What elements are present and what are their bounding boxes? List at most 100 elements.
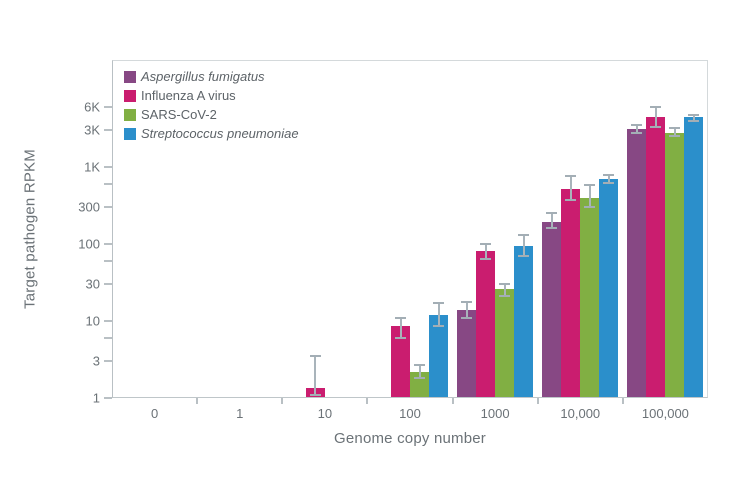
legend-item: Streptococcus pneumoniae bbox=[124, 126, 299, 141]
bar bbox=[665, 132, 685, 397]
legend-label: SARS-CoV-2 bbox=[141, 107, 217, 122]
error-bar-cap bbox=[518, 254, 530, 257]
error-bar-cap bbox=[669, 135, 681, 138]
y-tick bbox=[104, 165, 112, 168]
y-tick bbox=[104, 242, 112, 245]
error-bar-cap bbox=[688, 113, 700, 116]
error-bar-cap bbox=[584, 206, 596, 209]
y-tick bbox=[104, 106, 112, 109]
error-bar-cap bbox=[395, 337, 406, 340]
bar bbox=[684, 117, 704, 397]
bar bbox=[561, 188, 581, 397]
error-bar-cap bbox=[309, 393, 321, 396]
error-bar-cap bbox=[603, 173, 615, 176]
error-bar bbox=[437, 303, 440, 327]
y-tick bbox=[104, 129, 112, 132]
x-category-label: 1000 bbox=[480, 406, 510, 421]
y-tick-label: 1 bbox=[92, 390, 100, 406]
error-bar-cap bbox=[584, 184, 596, 187]
legend-swatch bbox=[124, 108, 136, 121]
error-bar-cap bbox=[631, 124, 643, 127]
x-category-label: 10 bbox=[317, 406, 333, 421]
error-bar-cap bbox=[414, 363, 425, 366]
legend: Aspergillus fumigatus Influenza A virus SA… bbox=[124, 69, 299, 141]
error-bar-cap bbox=[433, 325, 444, 328]
x-tick bbox=[621, 398, 624, 404]
error-bar bbox=[314, 356, 317, 395]
bar bbox=[580, 197, 600, 397]
error-bar-cap bbox=[414, 377, 425, 380]
legend-item: SARS-CoV-2 bbox=[124, 107, 299, 122]
error-bar-cap bbox=[461, 301, 473, 304]
bar bbox=[429, 314, 448, 397]
x-category-label: 0 bbox=[150, 406, 159, 421]
error-bar bbox=[484, 243, 487, 260]
x-tick bbox=[196, 398, 199, 404]
x-category-label: 1 bbox=[236, 406, 244, 421]
error-bar-cap bbox=[480, 242, 492, 245]
error-bar-cap bbox=[669, 127, 681, 130]
y-axis-title: Target pathogen RPKM bbox=[21, 149, 39, 309]
x-category-label: 10,000 bbox=[560, 406, 601, 421]
bar bbox=[514, 245, 534, 397]
bar bbox=[391, 326, 410, 397]
y-tick bbox=[104, 319, 112, 322]
error-bar-cap bbox=[433, 302, 444, 305]
y-tick bbox=[104, 183, 112, 186]
x-category-label: 100,000 bbox=[641, 406, 689, 421]
error-bar-cap bbox=[480, 258, 492, 261]
bar bbox=[476, 251, 496, 397]
y-tick bbox=[104, 337, 112, 340]
y-tick-label: 1K bbox=[84, 159, 100, 175]
legend-label: Streptococcus pneumoniae bbox=[141, 126, 299, 141]
error-bar bbox=[465, 302, 468, 318]
x-tick bbox=[366, 398, 369, 404]
error-bar bbox=[503, 284, 506, 297]
x-tick bbox=[451, 398, 454, 404]
legend-label: Influenza A virus bbox=[141, 88, 236, 103]
x-tick bbox=[281, 398, 284, 404]
error-bar bbox=[607, 174, 610, 183]
error-bar bbox=[569, 176, 572, 201]
error-bar bbox=[692, 114, 695, 121]
x-category-label: 100 bbox=[399, 406, 421, 421]
error-bar-cap bbox=[631, 131, 643, 134]
error-bar-cap bbox=[546, 227, 558, 230]
error-bar-cap bbox=[499, 295, 511, 298]
x-tick bbox=[536, 398, 539, 404]
error-bar-cap bbox=[518, 234, 530, 237]
error-bar-cap bbox=[395, 316, 406, 319]
y-tick-label: 30 bbox=[85, 276, 100, 292]
y-tick-label: 10 bbox=[85, 313, 100, 329]
error-bar bbox=[399, 317, 402, 339]
y-tick bbox=[104, 397, 112, 399]
error-bar bbox=[673, 128, 676, 137]
y-tick bbox=[104, 206, 112, 209]
error-bar bbox=[550, 213, 553, 229]
bar bbox=[599, 178, 619, 397]
bar bbox=[457, 309, 477, 397]
bar bbox=[646, 117, 666, 397]
y-tick-label: 3K bbox=[84, 122, 100, 138]
y-tick bbox=[104, 283, 112, 286]
legend-swatch bbox=[124, 89, 136, 102]
error-bar bbox=[418, 364, 421, 379]
error-bar-cap bbox=[546, 212, 558, 215]
error-bar-cap bbox=[650, 126, 662, 129]
error-bar bbox=[588, 185, 591, 208]
error-bar bbox=[654, 107, 657, 128]
legend-item: Influenza A virus bbox=[124, 88, 299, 103]
error-bar-cap bbox=[650, 106, 662, 109]
y-tick-label: 100 bbox=[78, 236, 100, 252]
y-tick bbox=[104, 260, 112, 263]
error-bar-cap bbox=[309, 355, 321, 358]
x-axis-title: Genome copy number bbox=[333, 430, 487, 447]
error-bar-cap bbox=[603, 181, 615, 184]
y-tick-label: 6K bbox=[84, 99, 100, 115]
bar bbox=[627, 129, 647, 397]
legend-swatch bbox=[124, 70, 136, 83]
bar bbox=[542, 221, 562, 397]
error-bar-cap bbox=[565, 175, 577, 178]
bar bbox=[495, 289, 515, 397]
